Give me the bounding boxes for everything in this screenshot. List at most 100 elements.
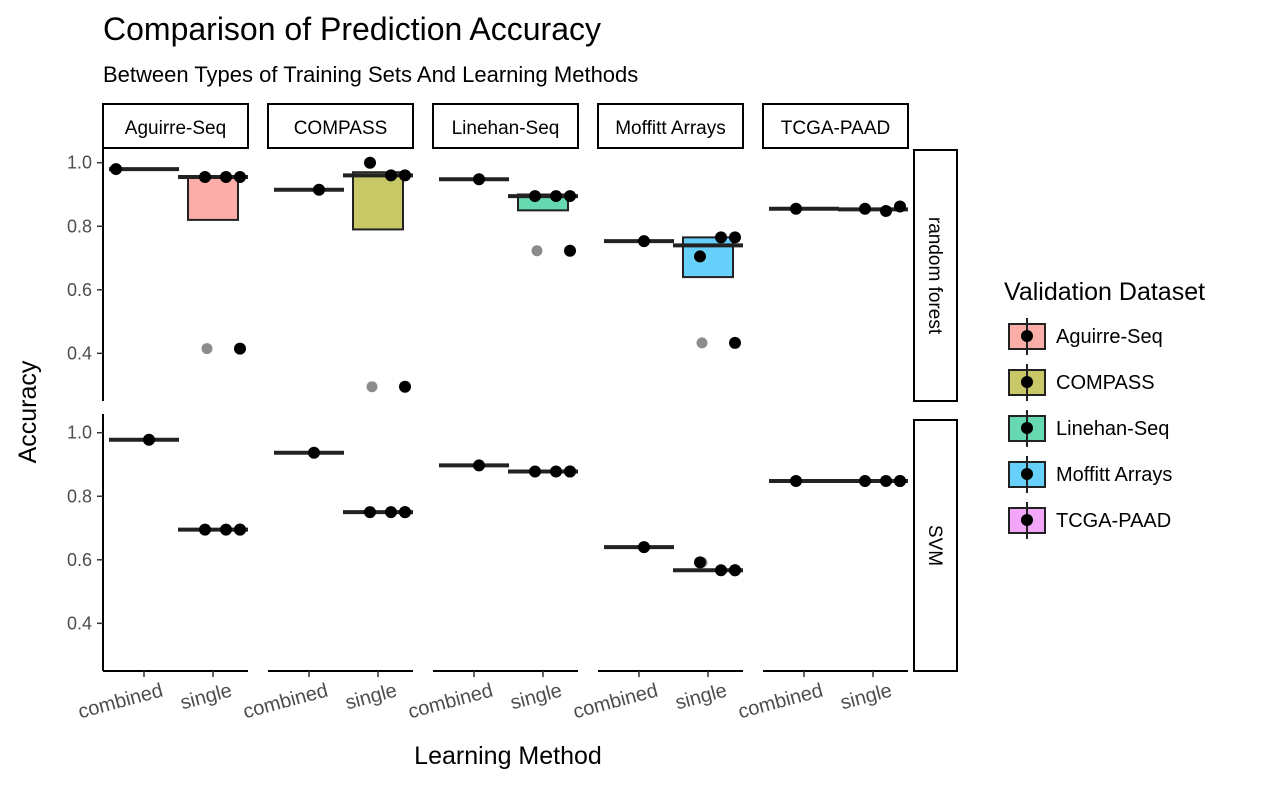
data-point [385, 506, 397, 519]
data-point [729, 564, 741, 577]
legend-label: Moffitt Arrays [1056, 464, 1172, 486]
data-point [859, 202, 871, 215]
facet-strip-moffitt-arrays [597, 103, 744, 149]
box-compass-single [352, 171, 404, 231]
data-point [880, 475, 892, 488]
data-point [638, 541, 650, 554]
data-point [564, 190, 576, 203]
legend-label: COMPASS [1056, 372, 1155, 394]
data-point [110, 163, 122, 176]
data-point [199, 523, 211, 536]
data-point [399, 169, 411, 182]
y-tick-label: 1.0 [67, 423, 92, 443]
data-point [550, 190, 562, 203]
legend-item-aguirre-seq: Aguirre-Seq [1008, 318, 1163, 355]
facet-row-strip-label: random forest [924, 217, 945, 335]
data-point [234, 523, 246, 536]
y-tick-label: 0.8 [67, 486, 92, 506]
data-point [399, 380, 411, 393]
data-point [550, 465, 562, 478]
data-point [143, 433, 155, 446]
outlier-point [696, 337, 708, 349]
x-tick-label: combined [736, 680, 825, 724]
legend-label: Aguirre-Seq [1056, 326, 1163, 348]
y-tick-label: 0.6 [67, 550, 92, 570]
legend-swatch-point [1021, 514, 1033, 526]
x-tick-label: combined [241, 680, 330, 724]
data-point [694, 250, 706, 263]
x-tick-label: single [508, 680, 564, 715]
y-tick-label: 0.8 [67, 216, 92, 236]
data-point [220, 523, 232, 536]
data-point [199, 171, 211, 184]
facet-row-strip-label: SVM [924, 525, 945, 566]
x-tick-label: single [838, 680, 894, 715]
x-tick-label: combined [76, 680, 165, 724]
facet-strip-label: TCGA-PAAD [781, 118, 890, 139]
data-point [308, 446, 320, 459]
y-tick-label: 0.4 [67, 343, 92, 363]
data-point [529, 465, 541, 478]
legend: Aguirre-Seq COMPASS Linehan-Seq Moffitt Arr… [1008, 318, 1172, 539]
data-point [364, 506, 376, 519]
data-point [473, 459, 485, 472]
data-point [220, 171, 232, 184]
legend-title: Validation Dataset [1004, 278, 1205, 306]
data-point [894, 475, 906, 488]
y-tick-label: 0.4 [67, 613, 92, 633]
facet-strip-label: Linehan-Seq [452, 118, 560, 139]
plot-area: Aguirre-Seq COMPASS Linehan-Seq Moffitt Arr… [67, 103, 958, 724]
legend-label: Linehan-Seq [1056, 418, 1169, 440]
legend-item-compass: COMPASS [1008, 364, 1155, 401]
outlier-point [201, 343, 213, 355]
facet-strip-tcga-paad [762, 103, 909, 149]
data-point [234, 342, 246, 355]
legend-swatch-point [1021, 422, 1033, 434]
data-point [729, 231, 741, 244]
data-point [880, 205, 892, 218]
data-point [694, 556, 706, 569]
y-axis-title: Accuracy [14, 360, 42, 463]
x-tick-label: combined [571, 680, 660, 724]
legend-item-tcga-paad: TCGA-PAAD [1008, 502, 1171, 539]
facet-row-strip-svm [913, 419, 958, 672]
data-point [894, 200, 906, 213]
legend-label: TCGA-PAAD [1056, 510, 1171, 532]
data-point [234, 171, 246, 184]
x-tick-label: combined [406, 680, 495, 724]
data-point [715, 564, 727, 577]
legend-swatch-point [1021, 376, 1033, 388]
data-point [790, 475, 802, 488]
data-point [859, 475, 871, 488]
facet-strip-aguirre-seq [102, 103, 249, 149]
outlier-point [531, 245, 543, 257]
facet-strip-linehan-seq [432, 103, 579, 149]
chart-title: Comparison of Prediction Accuracy [103, 11, 601, 47]
facet-strip-label: Moffitt Arrays [615, 118, 726, 139]
box-aguirre-seq-single [187, 176, 239, 221]
facet-strip-compass [267, 103, 414, 149]
facet-strip-label: COMPASS [294, 118, 388, 139]
outlier-point [366, 381, 378, 393]
data-point [313, 183, 325, 196]
legend-swatch-point [1021, 468, 1033, 480]
data-point [364, 156, 376, 169]
data-point [529, 190, 541, 203]
legend-item-moffitt-arrays: Moffitt Arrays [1008, 456, 1172, 493]
legend-item-linehan-seq: Linehan-Seq [1008, 410, 1169, 447]
legend-swatch-point [1021, 330, 1033, 342]
data-point [790, 202, 802, 215]
data-point [564, 244, 576, 257]
data-point [715, 231, 727, 244]
y-tick-label: 0.6 [67, 280, 92, 300]
facet-strip-label: Aguirre-Seq [125, 118, 226, 139]
x-tick-label: single [178, 680, 234, 715]
x-tick-label: single [673, 680, 729, 715]
data-point [385, 169, 397, 182]
data-point [473, 173, 485, 186]
chart-subtitle: Between Types of Training Sets And Learn… [103, 62, 638, 87]
x-axis-title: Learning Method [414, 742, 602, 770]
data-point [729, 336, 741, 349]
x-tick-label: single [343, 680, 399, 715]
